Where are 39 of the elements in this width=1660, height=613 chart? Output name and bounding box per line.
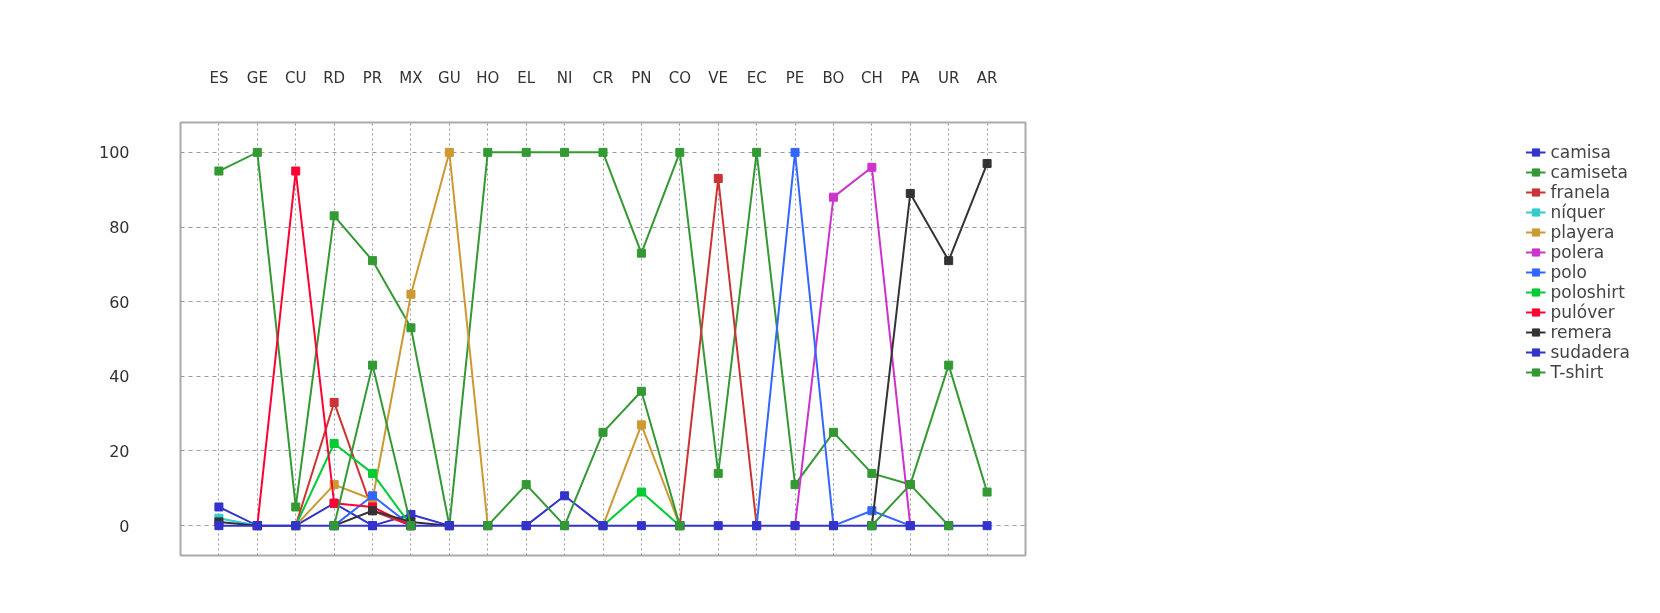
x-tick-label: CH (860, 68, 883, 87)
x-tick-label: PA (901, 68, 921, 87)
legend-label: polera (1550, 242, 1605, 262)
legend-label: poloshirt (1550, 282, 1625, 302)
x-tick-label: GU (438, 68, 461, 87)
x-tick-label: UR (937, 68, 960, 87)
legend-label: playera (1550, 222, 1615, 242)
x-tick-label: BO (822, 68, 845, 87)
y-tick-label: 20 (109, 441, 130, 461)
y-tick-label: 40 (109, 367, 130, 387)
x-tick-label: MX (399, 68, 423, 87)
x-tick-label: NI (556, 68, 573, 87)
x-tick-label: EL (517, 68, 536, 87)
legend-label: polo (1550, 262, 1587, 282)
legend-label: T-shirt (1550, 362, 1604, 382)
x-tick-label: PR (362, 68, 383, 87)
y-tick-label: 80 (109, 218, 130, 238)
x-tick-label: PE (785, 68, 805, 87)
legend-label: remera (1550, 322, 1613, 342)
x-tick-label: VE (708, 68, 729, 87)
legend-label: franela (1550, 182, 1611, 202)
y-tick-label: 0 (119, 516, 130, 536)
legend-label: sudadera (1550, 342, 1630, 362)
x-tick-label: CR (592, 68, 614, 87)
legend-label: níquer (1550, 202, 1606, 222)
legend-label: camiseta (1550, 162, 1628, 182)
x-tick-label: CU (285, 68, 307, 87)
x-tick-label: ES (209, 68, 229, 87)
x-tick-label: PN (631, 68, 652, 87)
x-tick-label: EC (746, 68, 767, 87)
y-tick-label: 100 (98, 143, 130, 163)
x-tick-label: CO (668, 68, 691, 87)
y-tick-label: 60 (109, 292, 130, 312)
x-tick-label: AR (976, 68, 998, 87)
x-tick-label: GE (246, 68, 268, 87)
x-tick-label: HO (476, 68, 500, 87)
legend-label: pulóver (1550, 302, 1615, 322)
x-tick-label: RD (323, 68, 346, 87)
legend-label: camisa (1550, 142, 1611, 162)
